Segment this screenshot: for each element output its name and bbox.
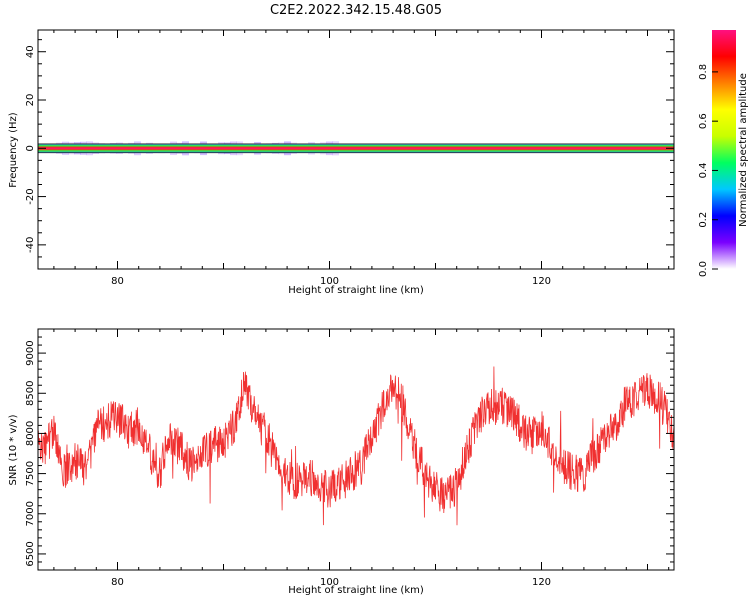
snr-panel: 80 100 120 9000 8500 8000 7500 7000 6500 Height … [8,328,675,596]
heatmap-y-tick-label: -20 [25,188,36,204]
heatmap-y-tick-label: 0 [25,145,36,151]
snr-y-tick-label: 7000 [25,501,36,526]
colorbar-label: Normalized spectral amplitude [738,73,749,227]
colorbar-ticks: 0.0 0.2 0.4 0.6 0.8 [698,64,718,277]
snr-series-line [38,366,674,526]
snr-y-tick-label: 9000 [25,340,36,365]
heatmap-x-tick-label: 100 [320,276,339,287]
colorbar-tick-label: 0.6 [698,113,709,129]
heatmap-panel: 80 100 120 40 20 0 -20 -40 Height of straight l… [8,29,675,296]
heatmap-x-axis-label: Height of straight line (km) [288,285,424,296]
snr-ticks: 80 100 120 9000 8500 8000 7500 7000 6500 [25,328,674,588]
heatmap-y-tick-label: -40 [25,237,36,253]
heatmap-frame [37,29,675,270]
heatmap-band [38,141,674,156]
colorbar-tick-label: 0.8 [698,64,709,80]
heatmap-y-tick-label: 40 [25,45,36,58]
colorbar-tick-label: 0.4 [698,162,709,178]
figure-title: C2E2.2022.342.15.48.G05 [270,3,442,18]
heatmap-y-axis-label: Frequency (Hz) [8,112,19,188]
heatmap-y-tick-label: 20 [25,94,36,107]
colorbar-tick-label: 0.2 [698,212,709,228]
snr-y-tick-label: 7500 [25,461,36,486]
snr-x-tick-label: 80 [111,577,124,588]
snr-y-tick-label: 6500 [25,541,36,566]
colorbar-tick-label: 0.0 [698,261,709,277]
snr-y-axis-label: SNR (10 * v/v) [8,414,19,485]
heatmap-x-tick-label: 80 [111,276,124,287]
heatmap-x-tick-label: 120 [532,276,551,287]
heatmap-band-core [38,143,674,153]
snr-y-tick-label: 8500 [25,381,36,406]
snr-y-tick-label: 8000 [25,421,36,446]
snr-series-layer [38,366,674,526]
snr-x-tick-label: 120 [532,577,551,588]
snr-x-axis-label: Height of straight line (km) [288,585,424,596]
snr-plot-area [38,329,674,570]
colorbar-scale [712,30,736,269]
snr-x-tick-label: 100 [320,577,339,588]
heatmap-ticks: 80 100 120 40 20 0 -20 -40 [25,30,674,287]
colorbar: 0.0 0.2 0.4 0.6 0.8 Normalized spectral ampl… [698,30,749,277]
